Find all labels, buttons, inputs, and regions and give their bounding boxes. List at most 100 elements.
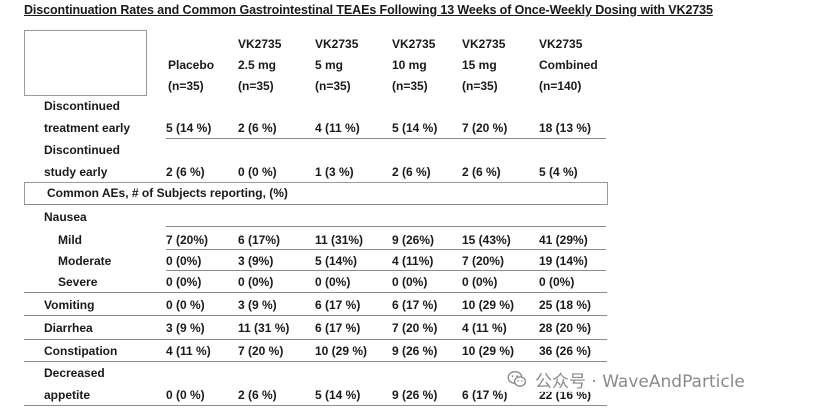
table-cell: 4 (11 %) (166, 344, 211, 358)
table-cell: 7 (20 %) (462, 121, 508, 135)
table-cell: 0 (0 %) (166, 298, 205, 312)
table-title: Discontinuation Rates and Common Gastroi… (24, 3, 713, 17)
table-cell: 0 (0%) (166, 254, 202, 268)
table-cell: 4 (11 %) (462, 321, 507, 335)
table-cell: 4 (11 %) (315, 121, 360, 135)
table-cell: 7 (20%) (166, 233, 209, 247)
table-cell: 36 (26 %) (539, 344, 592, 358)
row-label: treatment early (44, 121, 131, 135)
row-label: Diarrhea (44, 321, 93, 335)
table-cell: 3 (9 %) (166, 321, 205, 335)
col-header-line: VK2735 (462, 37, 506, 51)
table-cell: 3 (9%) (238, 254, 274, 268)
table-cell: 0 (0%) (462, 275, 498, 289)
row-divider (166, 226, 606, 227)
table-cell: 6 (17 %) (315, 321, 361, 335)
col-header-15mg: VK2735 15 mg (n=35) (462, 34, 505, 97)
table-cell: 9 (26%) (392, 233, 435, 247)
table-cell: 0 (0%) (238, 275, 274, 289)
table-cell: 2 (6 %) (462, 165, 501, 179)
section-divider (24, 204, 607, 205)
col-header-line: VK2735 (392, 37, 436, 51)
watermark-text: 公众号 · WaveAndParticle (535, 371, 745, 392)
table-cell: 5 (14 %) (166, 121, 212, 135)
row-divider (166, 270, 606, 271)
row-label: Discontinued (44, 143, 121, 157)
watermark: 公众号 · WaveAndParticle (503, 366, 749, 392)
table-cell: 6 (17 %) (462, 388, 508, 402)
row-label: Vomiting (44, 298, 95, 312)
table-cell: 5 (14 %) (315, 388, 361, 402)
section-header-box (24, 182, 608, 205)
col-header-combined: VK2735 Combined (n=140) (539, 34, 598, 97)
table-cell: 5 (14 %) (392, 121, 438, 135)
table-cell: 0 (0%) (392, 275, 428, 289)
row-label: Decreased (44, 366, 105, 380)
row-divider (24, 292, 607, 293)
row-label: appetite (44, 388, 91, 402)
col-header-line: 5 mg (315, 58, 344, 72)
row-label: Severe (58, 275, 98, 289)
row-label: Constipation (44, 344, 118, 358)
table-cell: 5 (4 %) (539, 165, 578, 179)
table-cell: 0 (0%) (315, 275, 351, 289)
table-cell: 28 (20 %) (539, 321, 592, 335)
table-cell: 5 (14%) (315, 254, 358, 268)
wechat-icon (507, 370, 527, 387)
table-cell: 0 (0 %) (166, 388, 205, 402)
col-header-line: Combined (539, 58, 598, 72)
table-cell: 0 (0%) (166, 275, 202, 289)
table-cell: 2 (6 %) (238, 388, 277, 402)
table-cell: 4 (11%) (392, 254, 434, 268)
section-label: Common AEs, # of Subjects reporting, (%) (47, 186, 288, 200)
table-cell: 0 (0%) (539, 275, 575, 289)
table-cell: 9 (26 %) (392, 344, 438, 358)
col-header-line: Placebo (168, 58, 215, 72)
table-cell: 7 (20 %) (392, 321, 438, 335)
nausea-label: Nausea (44, 210, 87, 224)
table-cell: 6 (17%) (238, 233, 281, 247)
table-cell: 10 (29 %) (315, 344, 368, 358)
col-header-line: (n=35) (315, 79, 351, 93)
table-cell: 11 (31 %) (238, 321, 290, 335)
table-cell: 2 (6 %) (238, 121, 277, 135)
row-divider (166, 249, 606, 250)
col-header-line: (n=35) (392, 79, 428, 93)
col-header-5mg: VK2735 5 mg (n=35) (315, 34, 358, 97)
row-divider (24, 361, 607, 362)
table-cell: 9 (26 %) (392, 388, 438, 402)
table-cell: 6 (17 %) (392, 298, 438, 312)
row-label: Mild (58, 233, 82, 247)
row-divider (166, 138, 606, 139)
row-label: study early (44, 165, 108, 179)
table-cell: 2 (6 %) (392, 165, 431, 179)
col-header-line: VK2735 (539, 37, 583, 51)
col-header-line: (n=35) (238, 79, 274, 93)
col-header-line (168, 34, 214, 55)
table-cell: 25 (18 %) (539, 298, 592, 312)
table-cell: 15 (43%) (462, 233, 511, 247)
header-blank-cell (24, 30, 147, 96)
col-header-line: 15 mg (462, 58, 497, 72)
col-header-placebo: Placebo (n=35) (168, 34, 214, 97)
col-header-line: (n=140) (539, 79, 582, 93)
row-divider (24, 315, 607, 316)
table-cell: 41 (29%) (539, 233, 588, 247)
table-cell: 11 (31%) (315, 233, 364, 247)
col-header-line: VK2735 (315, 37, 359, 51)
row-divider (24, 405, 607, 406)
table-cell: 2 (6 %) (166, 165, 205, 179)
table-cell: 10 (29 %) (462, 344, 515, 358)
col-header-line: 2.5 mg (238, 58, 277, 72)
col-header-10mg: VK2735 10 mg (n=35) (392, 34, 435, 97)
table-cell: 19 (14%) (539, 254, 588, 268)
table-cell: 7 (20 %) (238, 344, 284, 358)
table-cell: 0 (0 %) (238, 165, 277, 179)
col-header-line: (n=35) (462, 79, 498, 93)
table-cell: 3 (9 %) (238, 298, 277, 312)
row-divider (24, 339, 607, 340)
table-cell: 18 (13 %) (539, 121, 592, 135)
table-cell: 7 (20%) (462, 254, 505, 268)
col-header-line: 10 mg (392, 58, 427, 72)
table-cell: 10 (29 %) (462, 298, 515, 312)
